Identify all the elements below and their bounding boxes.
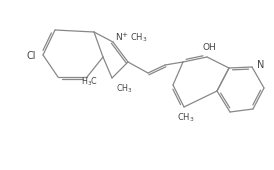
Text: CH$_3$: CH$_3$ — [116, 83, 133, 95]
Text: OH: OH — [202, 44, 216, 53]
Text: H$_3$C: H$_3$C — [81, 76, 98, 88]
Text: N: N — [115, 33, 122, 42]
Text: CH$_3$: CH$_3$ — [177, 112, 195, 124]
Text: N: N — [257, 60, 264, 70]
Text: +: + — [121, 32, 127, 38]
Text: Cl: Cl — [27, 51, 36, 61]
Text: CH$_3$: CH$_3$ — [130, 32, 147, 44]
